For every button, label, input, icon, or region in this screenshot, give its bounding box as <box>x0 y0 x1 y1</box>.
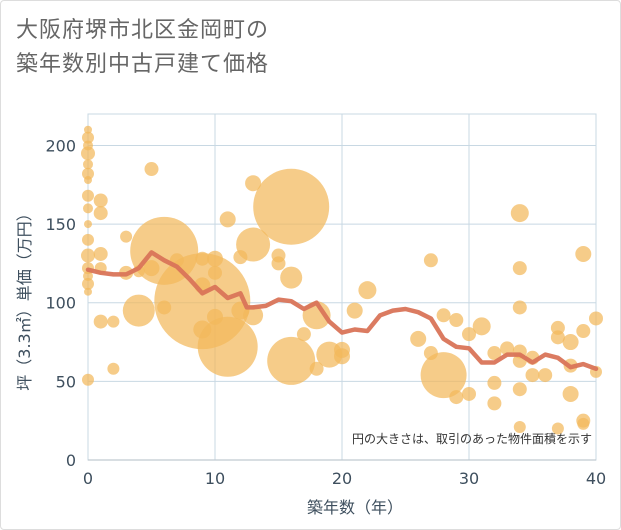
data-bubble <box>334 348 350 365</box>
data-bubble <box>82 277 94 290</box>
data-bubble <box>487 346 502 361</box>
data-bubble <box>82 131 94 144</box>
data-bubble <box>271 256 286 271</box>
data-bubble <box>550 330 565 345</box>
data-bubble <box>81 248 95 263</box>
data-bubble <box>510 204 529 223</box>
data-bubble <box>84 220 92 229</box>
data-bubble <box>267 336 316 385</box>
chart-title: 大阪府堺市北区金岡町の 築年数別中古戸建て価格 <box>16 14 269 82</box>
data-bubble <box>93 206 108 221</box>
data-bubble <box>309 361 324 376</box>
data-bubble <box>157 300 172 315</box>
data-bubble <box>82 373 94 386</box>
data-bubble <box>436 308 451 323</box>
data-bubble <box>296 327 311 342</box>
data-bubble <box>562 334 579 351</box>
data-bubble <box>120 230 133 243</box>
data-bubble <box>562 385 579 402</box>
bubble-size-note: 円の大きさは、取引のあった物件面積を示す <box>352 431 592 446</box>
data-bubble <box>84 176 92 185</box>
y-tick-label: 100 <box>45 294 76 313</box>
data-bubble <box>83 159 93 170</box>
data-bubble <box>500 341 515 356</box>
x-tick-label: 10 <box>205 469 225 488</box>
data-bubble <box>525 368 540 383</box>
y-axis-ticks: 0 50 100 150 200 <box>45 136 76 470</box>
data-bubble <box>93 246 108 261</box>
data-bubble <box>253 168 330 245</box>
data-bubble <box>551 422 564 435</box>
data-bubble <box>512 261 527 276</box>
data-bubble <box>207 250 223 267</box>
data-bubble <box>81 146 95 161</box>
data-bubble <box>346 302 363 319</box>
chart-title-line-2: 築年数別中古戸建て価格 <box>16 52 270 77</box>
data-bubble <box>233 250 248 265</box>
x-tick-label: 0 <box>83 469 93 488</box>
data-bubble <box>589 311 603 326</box>
data-bubble <box>420 352 467 399</box>
data-bubble <box>512 300 527 315</box>
data-bubble <box>423 253 438 268</box>
data-bubble <box>462 327 476 342</box>
data-bubble <box>107 315 120 328</box>
y-tick-label: 0 <box>66 451 76 470</box>
data-bubble <box>82 167 94 180</box>
data-bubble <box>83 203 93 214</box>
data-bubble <box>143 260 160 277</box>
data-bubble <box>93 193 108 208</box>
data-bubble <box>193 320 212 339</box>
chart-title-line-1: 大阪府堺市北区金岡町の <box>16 18 270 43</box>
x-tick-label: 20 <box>332 469 352 488</box>
data-bubble <box>575 245 592 262</box>
average-price-line <box>85 250 599 372</box>
data-bubble <box>122 294 155 327</box>
data-bubble <box>513 420 526 433</box>
data-bubble <box>245 175 262 192</box>
y-tick-label: 150 <box>45 215 76 234</box>
data-bubble <box>84 287 92 296</box>
data-bubble <box>576 324 591 339</box>
data-bubble <box>82 189 94 202</box>
data-bubble <box>423 346 438 361</box>
data-bubble <box>208 265 222 280</box>
data-bubble <box>144 162 159 177</box>
data-bubble <box>462 386 476 401</box>
data-bubble <box>82 233 94 246</box>
data-bubble <box>93 314 108 329</box>
x-tick-label: 30 <box>459 469 479 488</box>
data-bubble <box>195 251 210 266</box>
data-bubble <box>83 140 93 151</box>
x-axis-ticks: 0 10 20 30 40 <box>83 469 606 488</box>
data-bubble <box>487 375 502 390</box>
data-bubble <box>358 281 377 300</box>
data-bubble <box>487 396 502 411</box>
data-bubble <box>84 125 92 134</box>
data-bubble <box>449 313 464 328</box>
data-bubble <box>280 266 303 289</box>
data-bubble <box>577 417 590 430</box>
data-bubble <box>197 316 258 377</box>
y-tick-label: 50 <box>56 372 76 391</box>
data-bubble <box>472 317 491 336</box>
x-axis-title: 築年数（年） <box>307 498 403 517</box>
data-bubble <box>83 270 93 281</box>
data-bubble <box>512 382 527 397</box>
data-bubble <box>107 362 120 375</box>
data-bubble <box>538 368 553 383</box>
data-bubble <box>219 211 236 228</box>
y-tick-label: 200 <box>45 136 76 155</box>
data-bubble <box>207 308 223 325</box>
x-tick-label: 40 <box>586 469 606 488</box>
data-bubble <box>449 390 464 405</box>
trend-line-layer <box>85 250 599 372</box>
data-bubble <box>410 330 427 347</box>
y-axis-title: 坪（3.3㎡）単価（万円） <box>15 205 34 390</box>
